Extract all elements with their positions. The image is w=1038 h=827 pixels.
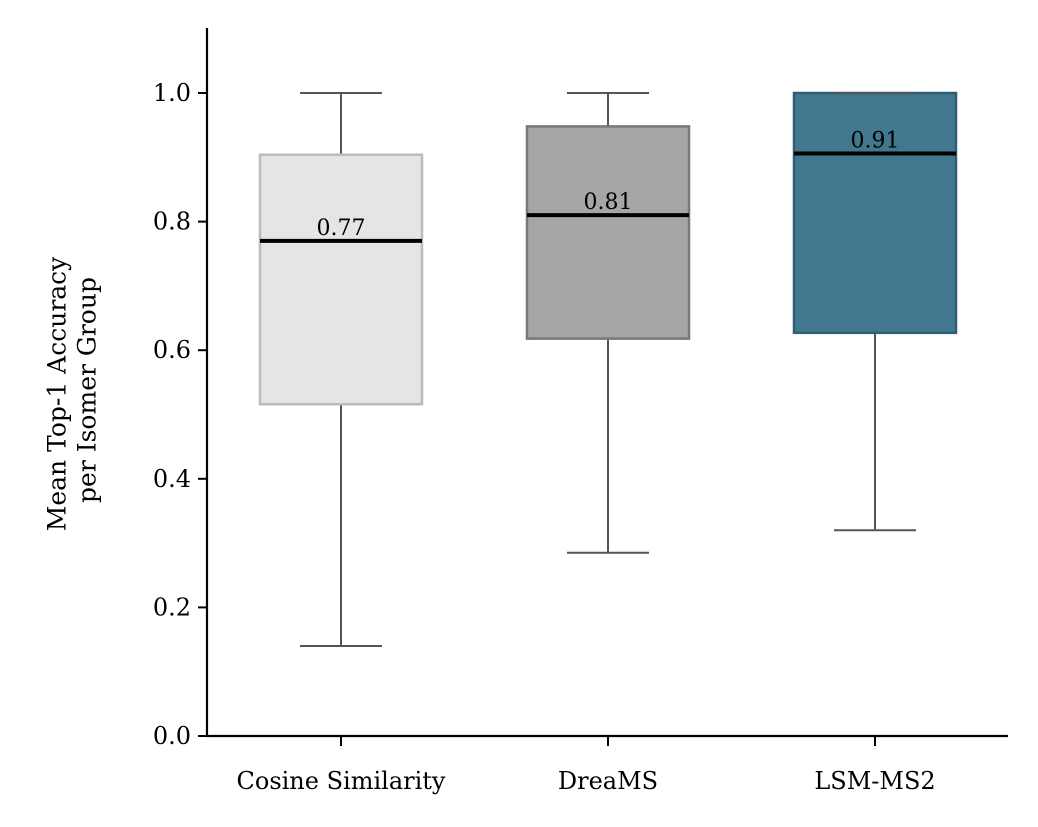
x-axis-ticks: Cosine Similarity DreaMS LSM-MS2 (237, 736, 936, 795)
y-axis-title: Mean Top-1 Accuracy per Isomer Group (43, 249, 102, 532)
box-iqr (525, 125, 691, 340)
x-tick-label: DreaMS (558, 767, 658, 795)
box-iqr (258, 153, 424, 406)
x-tick-label: LSM-MS2 (814, 767, 935, 795)
y-tick-label: 0.8 (153, 208, 191, 236)
y-tick-label: 0.0 (153, 722, 191, 750)
y-axis-ticks: 0.0 0.2 0.4 0.6 0.8 1.0 (153, 79, 207, 750)
y-axis-title-line-2: per Isomer Group (73, 277, 102, 503)
median-label: 0.77 (317, 216, 366, 241)
box-cosine-similarity: 0.77 (258, 92, 424, 647)
x-tick-label: Cosine Similarity (237, 767, 446, 795)
y-tick-label: 0.2 (153, 593, 191, 621)
box-iqr (792, 91, 958, 335)
y-axis-title-line-1: Mean Top-1 Accuracy (43, 256, 72, 531)
box-dreams: 0.81 (525, 92, 691, 554)
box-lsm-ms2: 0.91 (792, 91, 958, 532)
median-label: 0.91 (851, 128, 900, 153)
y-tick-label: 0.6 (153, 336, 191, 364)
y-tick-label: 1.0 (153, 79, 191, 107)
median-label: 0.81 (584, 190, 633, 215)
y-tick-label: 0.4 (153, 465, 191, 493)
box-group: 0.77 0.81 0.91 (258, 91, 958, 647)
